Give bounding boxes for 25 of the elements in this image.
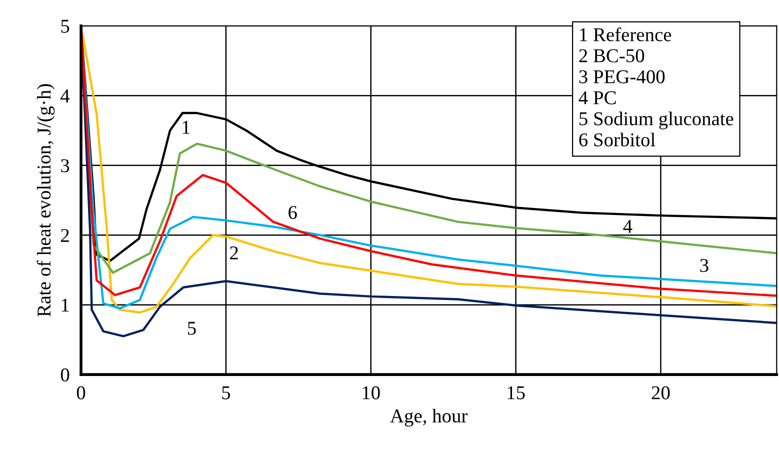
x-tick-label: 0 xyxy=(76,386,86,400)
annotation: 2 BC-50 xyxy=(579,49,644,62)
series-label: 5 xyxy=(188,322,196,335)
annotation: 3 PEG-400 xyxy=(579,70,665,84)
y-tick-label: 1 xyxy=(62,298,69,312)
x-tick-label: 20 xyxy=(652,386,670,400)
y-axis-title: Rate of heat evolution, J/(g·h) xyxy=(36,84,55,317)
annotation: 6 Sorbitol xyxy=(579,132,656,146)
series-label: 6 xyxy=(288,206,297,220)
x-tick-label: 5 xyxy=(222,386,230,400)
y-tick-label: 2 xyxy=(61,228,69,242)
x-tick-label: 15 xyxy=(508,386,525,400)
series-label: 4 xyxy=(623,220,632,233)
series-label: 3 xyxy=(700,258,708,272)
annotation: 5 Sodium gluconate xyxy=(580,112,734,130)
series-label: 2 xyxy=(230,246,238,260)
y-tick-label: 4 xyxy=(60,90,70,102)
x-axis-title: Age, hour xyxy=(390,408,468,427)
y-tick-label: 0 xyxy=(60,368,70,382)
y-tick-label: 3 xyxy=(61,159,70,172)
x-tick-label: 10 xyxy=(362,386,380,400)
series-label: 1 xyxy=(182,120,190,134)
annotation: 4 PC xyxy=(578,91,616,104)
annotation: 1 Reference xyxy=(580,27,672,42)
y-tick-label: 5 xyxy=(61,20,70,33)
